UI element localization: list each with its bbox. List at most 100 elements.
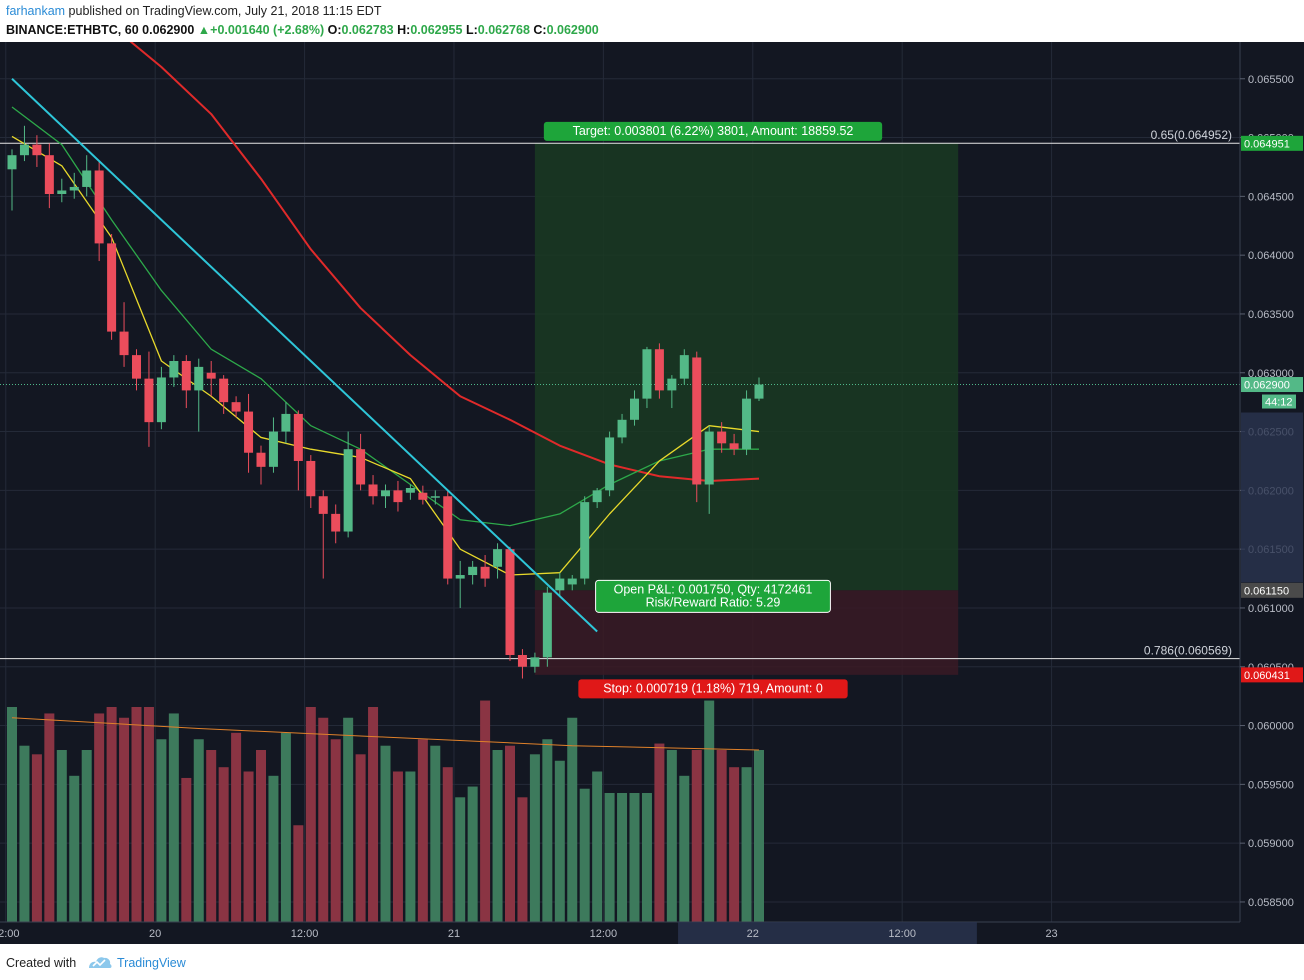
volume-bar (330, 739, 341, 922)
axis-range-highlight (1241, 412, 1303, 583)
volume-bar (405, 771, 416, 922)
target-label: Target: 0.003801 (6.22%) 3801, Amount: 1… (543, 121, 883, 141)
last-price: 0.062900 (142, 23, 195, 37)
candle-body (306, 460, 316, 497)
candle-body (605, 437, 615, 491)
price-tick-label: 0.058500 (1248, 897, 1294, 909)
current-price-flag-text: 0.062900 (1244, 380, 1290, 392)
candle-body (754, 384, 764, 399)
author-link[interactable]: farhankam (6, 4, 66, 18)
volume-bar (193, 739, 204, 922)
candle-body (44, 155, 54, 195)
candle-body (144, 378, 154, 423)
candle-body (318, 496, 328, 514)
candle-body (194, 366, 204, 391)
volume-bar (131, 707, 142, 922)
time-tick-label: 22 (747, 928, 759, 940)
volume-bar (243, 771, 254, 922)
volume-bar (44, 713, 55, 922)
candle-body (430, 496, 440, 498)
entry-price-flag-bg (1241, 582, 1303, 598)
up-arrow-icon: ▲ (197, 23, 211, 37)
volume-bar (355, 754, 366, 922)
high-value: 0.062955 (410, 23, 463, 37)
volume-bar (691, 750, 702, 922)
volume-bar (256, 750, 266, 922)
time-tick-label: 12:00 (291, 928, 319, 940)
volume-bar (654, 743, 665, 922)
candle-body (592, 490, 602, 503)
time-range-highlight (678, 922, 977, 944)
candle-body (742, 398, 752, 450)
candle-body (642, 349, 652, 399)
volume-bar (280, 732, 291, 922)
candle-body (717, 431, 727, 444)
target-label-bg (543, 121, 883, 141)
price-tick-label: 0.059000 (1248, 838, 1294, 850)
time-tick-label: 20 (149, 928, 161, 940)
candle-body (356, 449, 366, 485)
stop-label-text: Stop: 0.000719 (1.18%) 719, Amount: 0 (603, 681, 823, 695)
candle-body (57, 190, 67, 195)
countdown-flag: 44:12 (1262, 394, 1296, 409)
volume-bar (679, 775, 690, 922)
volume-bar (268, 775, 279, 922)
candle-body (393, 490, 403, 503)
volume-bar (430, 745, 441, 922)
volume-bar (492, 750, 503, 922)
candle-body (94, 170, 104, 244)
price-tick-label: 0.063000 (1248, 368, 1294, 380)
chart-footer: Created with TradingView (0, 944, 1304, 980)
candle-body (654, 349, 664, 391)
stop-price-flag-bg (1241, 667, 1303, 683)
volume-bar (579, 788, 590, 922)
volume-bar (442, 767, 453, 922)
close-label: C: (533, 23, 547, 37)
candle-body (630, 398, 639, 420)
volume-bar (94, 713, 105, 922)
volume-bar (517, 797, 528, 922)
volume-bar (168, 713, 179, 922)
candle-body (443, 496, 453, 579)
volume-bar (554, 760, 565, 922)
publish-info: published on TradingView.com, July 21, 2… (68, 4, 382, 18)
volume-bar (218, 767, 229, 922)
target-zone (534, 143, 959, 591)
volume-bar (81, 750, 92, 922)
tradingview-brand-link[interactable]: TradingView (117, 956, 186, 970)
volume-bar (318, 717, 329, 922)
candle-body (418, 492, 428, 500)
entry-price-flag-text: 0.061150 (1244, 585, 1289, 597)
price-chart[interactable]: 0.65(0.064952) 0.786(0.060569) Target: 0.0… (0, 42, 1304, 944)
candle-body (704, 431, 714, 485)
candle-body (505, 549, 515, 655)
volume-bar (729, 767, 740, 922)
countdown-text: 44:12 (1265, 397, 1293, 409)
candle-body (517, 655, 527, 667)
candle-body (381, 490, 390, 497)
target-price-flag-bg (1241, 135, 1303, 151)
candle-body (256, 452, 266, 467)
volume-bar (231, 732, 242, 922)
candle-body (667, 378, 677, 391)
volume-bar (604, 793, 615, 922)
candle-body (493, 549, 503, 567)
ema-yellow-line (11, 135, 760, 576)
pnl-label-bg (595, 579, 831, 613)
candle-body (293, 413, 303, 461)
candle-body (368, 484, 378, 497)
candle-body (82, 170, 92, 187)
volume-bar (143, 707, 154, 922)
candle-body (219, 378, 229, 403)
target-price-flag-text: 0.064951 (1244, 138, 1290, 150)
candle-body (580, 502, 590, 579)
volume-bar (156, 739, 167, 922)
candle-body (268, 431, 278, 467)
publish-line: farhankam published on TradingView.com, … (6, 4, 381, 18)
candle-body (455, 575, 465, 579)
fib-label: 0.65(0.064952) (1151, 128, 1232, 142)
entry-price-flag: 0.061150 (1241, 582, 1303, 598)
candle-body (32, 144, 42, 156)
candle-body (617, 419, 627, 438)
volume-bar (56, 750, 67, 922)
